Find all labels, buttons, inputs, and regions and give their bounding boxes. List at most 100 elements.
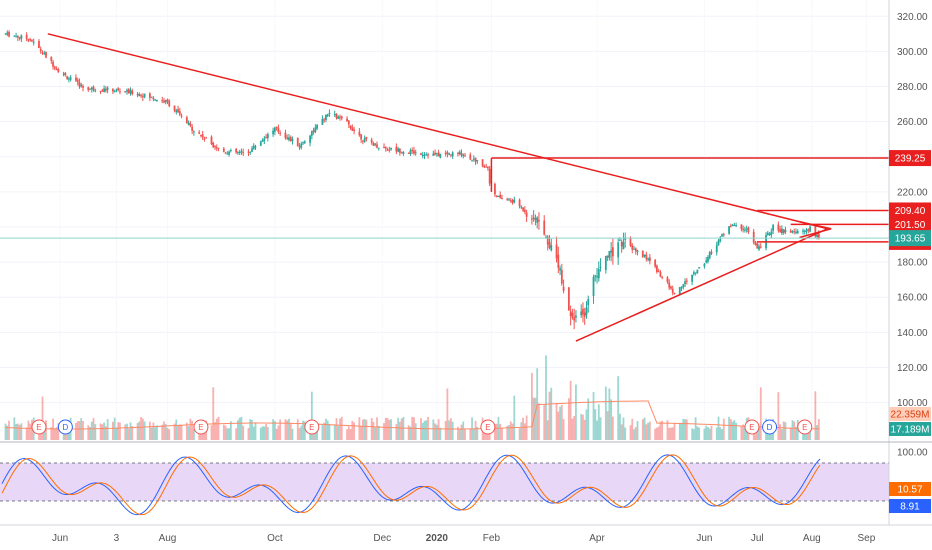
volume-bar [53, 428, 56, 440]
volume-bar [780, 429, 783, 440]
candle-body [671, 288, 674, 293]
candle-body [279, 132, 282, 134]
volume-bar [710, 425, 713, 440]
candle-body [617, 242, 620, 258]
time-axis[interactable]: Jun 3 Aug Oct Dec 2020 Feb Apr Jun Jul Aug Sep [52, 533, 876, 544]
candle-body [340, 116, 343, 119]
volume-ma-line [5, 400, 819, 430]
candle-body [326, 114, 329, 117]
candle-body [361, 140, 364, 142]
volume-bar [235, 428, 238, 440]
volume-bar [50, 427, 53, 440]
trend-drawings[interactable] [0, 33, 889, 342]
candle-body [296, 137, 299, 147]
candle-body [715, 245, 718, 253]
trendline[interactable] [575, 228, 828, 342]
volume-tag [889, 422, 931, 436]
earnings-marker[interactable] [480, 419, 496, 435]
volume-bar [472, 428, 475, 440]
time-tick-label: Sep [857, 533, 875, 544]
volume-bar [323, 422, 326, 440]
volume-bar [444, 420, 447, 440]
volume-bar [731, 421, 734, 440]
candle-body [339, 116, 341, 118]
volume-bar [140, 417, 142, 440]
candle-body [460, 152, 463, 156]
volume-bar [448, 420, 451, 440]
candle-body [476, 160, 479, 162]
volume-bar [599, 417, 602, 440]
earnings-marker[interactable] [31, 419, 47, 435]
candle-body [289, 137, 292, 142]
candle-body [140, 95, 142, 97]
candle-body [497, 195, 500, 197]
level-tag[interactable] [889, 150, 931, 167]
candle-body [66, 76, 69, 79]
candle-body [200, 134, 202, 136]
volume-bar [289, 423, 292, 440]
volume-bar [617, 376, 620, 440]
volume-bar [18, 424, 21, 440]
volume-bar [124, 424, 127, 440]
volume-bar [648, 421, 651, 440]
volume-bar [520, 422, 523, 440]
candle-body [717, 240, 720, 246]
level-tag[interactable] [889, 216, 931, 233]
volume-bar [636, 421, 639, 440]
volume-bar [296, 419, 299, 440]
candle-body [240, 151, 243, 153]
volume-bar [273, 421, 276, 440]
dividend-marker[interactable] [57, 419, 73, 435]
volume-bar [531, 372, 533, 440]
time-tick-label: Apr [589, 533, 605, 544]
trendline[interactable] [47, 33, 828, 230]
volume-bar [349, 429, 352, 440]
candle-body [288, 137, 290, 140]
earnings-marker[interactable] [744, 419, 760, 435]
candle-body [272, 130, 275, 135]
earnings-marker[interactable] [304, 419, 320, 435]
volume-bar [215, 418, 218, 440]
earnings-marker[interactable] [797, 419, 813, 435]
last-price-tag[interactable] [889, 230, 931, 247]
level-tag[interactable] [889, 202, 931, 219]
candle-body [685, 280, 688, 282]
volume-bar [173, 423, 176, 440]
candle-body [721, 234, 723, 237]
candle-body [78, 82, 81, 87]
candle-body [388, 149, 391, 151]
volume-bar [703, 428, 706, 440]
dividend-marker[interactable] [762, 419, 778, 435]
candle-body [583, 312, 586, 317]
candle-body [80, 84, 83, 87]
earnings-marker[interactable] [193, 419, 209, 435]
price-tick-label: 140.00 [897, 328, 928, 339]
stoch-tag [889, 482, 931, 496]
candle-body [731, 224, 734, 226]
candle-body [573, 317, 576, 321]
volume-bar [432, 419, 435, 440]
candle-body [592, 276, 595, 296]
candle-body [610, 250, 613, 253]
volume-bar [534, 397, 537, 440]
volume-bar [55, 427, 58, 440]
candle-body [163, 100, 165, 103]
volume-bar [717, 416, 720, 440]
volume-bar [735, 422, 738, 440]
candle-body [115, 89, 118, 91]
price-axis[interactable]: 320.00300.00280.00260.00240.00220.00200.… [0, 0, 932, 526]
candle-body [323, 119, 326, 121]
candle-body [728, 226, 730, 234]
candle-body [501, 197, 503, 199]
volume-bar [103, 422, 106, 440]
candle-body [678, 287, 681, 295]
volume-bar [45, 420, 47, 440]
volume-bar [796, 419, 799, 440]
candle-body [192, 131, 195, 133]
candle-body [434, 152, 436, 155]
candle-body [536, 217, 539, 223]
price-tick-label: 220.00 [897, 187, 928, 198]
candle-body [772, 224, 774, 231]
